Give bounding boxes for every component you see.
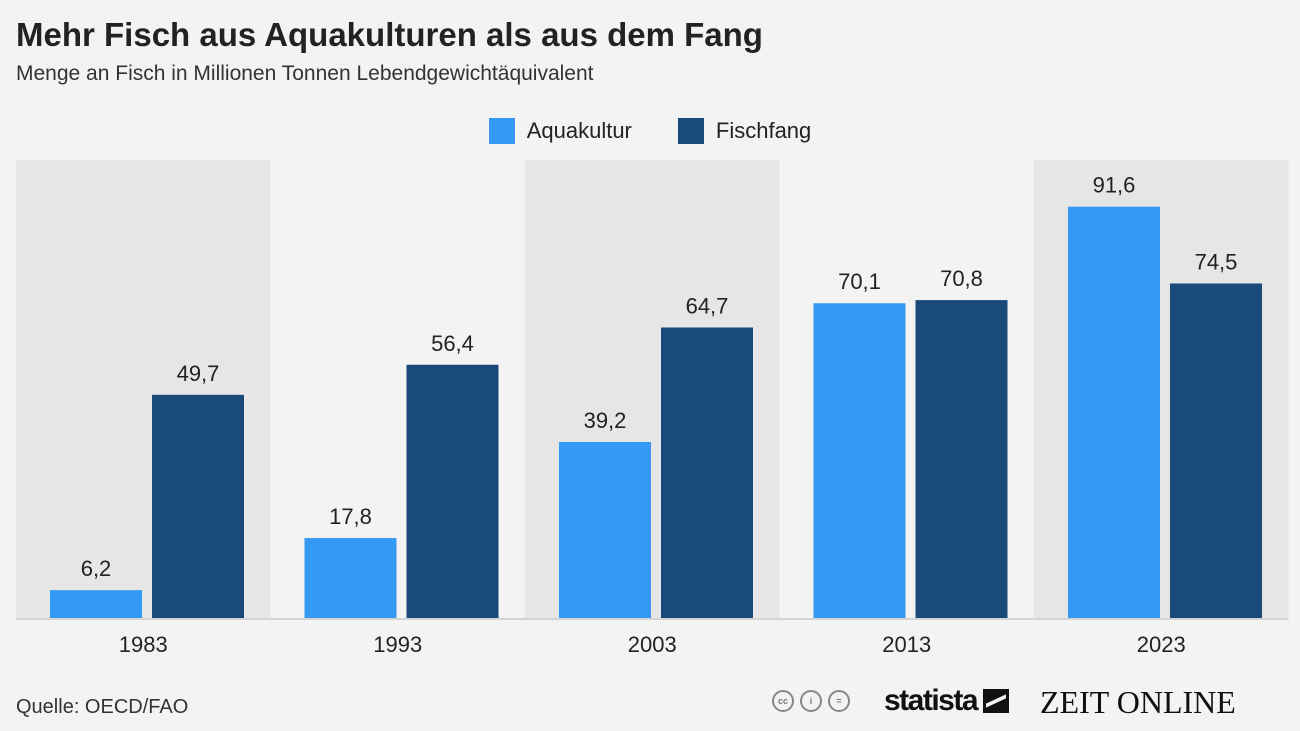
legend-swatch-aquakultur bbox=[488, 118, 515, 144]
legend-item-aquakultur: Aquakultur bbox=[488, 118, 632, 144]
legend-label: Fischfang bbox=[715, 118, 812, 143]
data-label: 70,8 bbox=[940, 266, 983, 291]
bar-fischfang bbox=[152, 394, 244, 618]
legend-item-fischfang: Fischfang bbox=[677, 118, 812, 144]
legend: Aquakultur Fischfang bbox=[0, 118, 1300, 144]
chart-subtitle: Menge an Fisch in Millionen Tonnen Leben… bbox=[16, 62, 594, 85]
by-icon: i bbox=[800, 690, 822, 712]
data-label: 39,2 bbox=[584, 408, 627, 433]
bar-fischfang bbox=[1170, 283, 1262, 618]
nd-icon: = bbox=[828, 690, 850, 712]
data-label: 91,6 bbox=[1093, 173, 1136, 198]
x-tick-label: 2013 bbox=[882, 632, 931, 657]
data-label: 6,2 bbox=[81, 556, 112, 581]
x-tick-label: 1993 bbox=[373, 632, 422, 657]
bar-fischfang bbox=[661, 327, 753, 618]
bar-aquakultur bbox=[1068, 206, 1160, 618]
data-label: 64,7 bbox=[686, 293, 729, 318]
data-label: 56,4 bbox=[431, 331, 474, 356]
x-tick-label: 2003 bbox=[628, 632, 677, 657]
cc-icon: cc bbox=[772, 690, 794, 712]
bar-aquakultur bbox=[50, 590, 142, 618]
data-label: 17,8 bbox=[329, 504, 372, 529]
zeit-online-logo: ZEIT ONLINE bbox=[1040, 684, 1236, 720]
bar-aquakultur bbox=[813, 303, 906, 618]
bar-aquakultur bbox=[559, 441, 651, 618]
bar-fischfang bbox=[406, 364, 499, 618]
data-label: 70,1 bbox=[838, 269, 881, 294]
x-tick-label: 1983 bbox=[119, 632, 168, 657]
x-tick-label: 2023 bbox=[1137, 632, 1186, 657]
bar-fischfang bbox=[915, 300, 1008, 618]
statista-logo: statista bbox=[884, 684, 1010, 718]
license-icons: cc i = bbox=[772, 690, 850, 712]
statista-mark-icon bbox=[983, 689, 1010, 713]
bar-aquakultur bbox=[304, 538, 397, 618]
chart-title: Mehr Fisch aus Aquakulturen als aus dem … bbox=[16, 16, 763, 53]
legend-label: Aquakultur bbox=[526, 118, 632, 143]
data-label: 49,7 bbox=[177, 361, 220, 386]
statista-logo-text: statista bbox=[884, 684, 979, 717]
legend-swatch-fischfang bbox=[677, 118, 704, 144]
source-note: Quelle: OECD/FAO bbox=[16, 696, 189, 718]
data-label: 74,5 bbox=[1195, 249, 1238, 274]
